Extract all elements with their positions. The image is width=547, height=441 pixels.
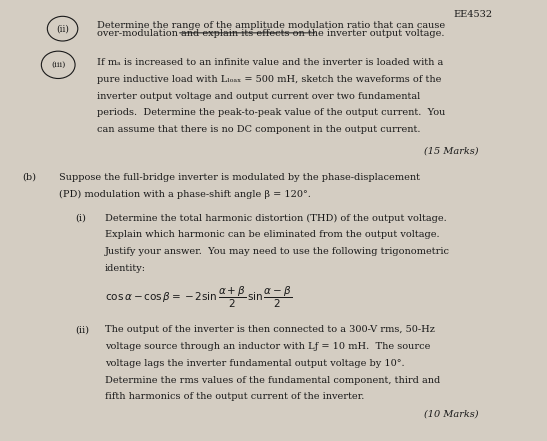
Text: (15 Marks): (15 Marks) <box>424 146 479 155</box>
Text: Determine the range of the amplitude modulation ratio that can cause: Determine the range of the amplitude mod… <box>97 21 445 30</box>
Text: The output of the inverter is then connected to a 300-V rms, 50-Hz: The output of the inverter is then conne… <box>105 325 435 334</box>
Text: EE4532: EE4532 <box>454 10 493 19</box>
Text: inverter output voltage and output current over two fundamental: inverter output voltage and output curre… <box>97 92 420 101</box>
Text: (ii): (ii) <box>56 24 69 33</box>
Text: pure inductive load with Lₗₒₐₓ = 500 mH, sketch the waveforms of the: pure inductive load with Lₗₒₐₓ = 500 mH,… <box>97 75 441 84</box>
Text: can assume that there is no DC component in the output current.: can assume that there is no DC component… <box>97 125 420 134</box>
Text: voltage source through an inductor with Lƒ = 10 mH.  The source: voltage source through an inductor with … <box>105 342 430 351</box>
Text: $\cos\alpha - \cos\beta = -2\sin\dfrac{\alpha+\beta}{2}\,\sin\dfrac{\alpha-\beta: $\cos\alpha - \cos\beta = -2\sin\dfrac{\… <box>105 285 292 310</box>
Text: over-modulation and explain its effects on the inverter output voltage.: over-modulation and explain its effects … <box>97 29 444 37</box>
Text: Justify your answer.  You may need to use the following trigonometric: Justify your answer. You may need to use… <box>105 247 450 256</box>
Text: periods.  Determine the peak-to-peak value of the output current.  You: periods. Determine the peak-to-peak valu… <box>97 108 445 117</box>
Text: Explain which harmonic can be eliminated from the output voltage.: Explain which harmonic can be eliminated… <box>105 230 440 239</box>
Text: fifth harmonics of the output current of the inverter.: fifth harmonics of the output current of… <box>105 392 364 401</box>
Text: Determine the total harmonic distortion (THD) of the output voltage.: Determine the total harmonic distortion … <box>105 213 447 223</box>
Text: Determine the rms values of the fundamental component, third and: Determine the rms values of the fundamen… <box>105 376 440 385</box>
Text: (PD) modulation with a phase-shift angle β = 120°.: (PD) modulation with a phase-shift angle… <box>59 190 311 199</box>
Text: (ii): (ii) <box>75 325 89 334</box>
Text: identity:: identity: <box>105 264 146 273</box>
Text: (b): (b) <box>22 173 36 182</box>
Text: (i): (i) <box>75 213 86 222</box>
Text: Suppose the full-bridge inverter is modulated by the phase-displacement: Suppose the full-bridge inverter is modu… <box>59 173 420 182</box>
Text: voltage lags the inverter fundamental output voltage by 10°.: voltage lags the inverter fundamental ou… <box>105 359 405 368</box>
Text: (iii): (iii) <box>51 61 66 69</box>
Text: If mₐ is increased to an infinite value and the inverter is loaded with a: If mₐ is increased to an infinite value … <box>97 58 443 67</box>
Text: (10 Marks): (10 Marks) <box>424 409 479 418</box>
